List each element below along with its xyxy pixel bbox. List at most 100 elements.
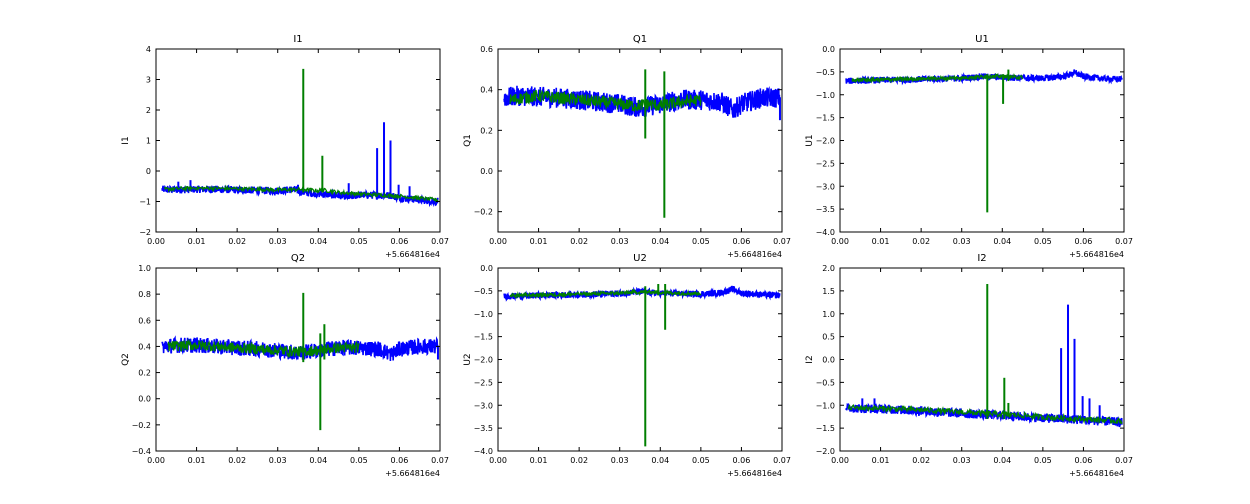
y-tick-label: 1	[146, 137, 151, 146]
plot-area	[503, 69, 781, 218]
y-tick-label: 2	[146, 106, 151, 115]
x-tick-label: 0.07	[773, 456, 791, 465]
y-tick-label: 0.0	[822, 356, 835, 365]
y-tick-label: 0.0	[480, 167, 493, 176]
x-tick-label: 0.01	[872, 456, 890, 465]
y-tick-label: 0.2	[480, 126, 493, 135]
y-tick-label: −1.5	[816, 114, 835, 123]
x-tick-label: 0.04	[993, 456, 1011, 465]
y-tick-label: 4	[146, 45, 151, 54]
y-tick-label: 0.6	[480, 45, 493, 54]
series-blue	[845, 304, 1123, 428]
series-line	[509, 89, 702, 113]
axes-frame	[155, 267, 441, 452]
y-tick-label: 2.0	[822, 264, 835, 273]
subplot-u1: 0.00 0.01 0.02 0.03 0.04 0.05 0.06 0.07 −4.0 −3.5…	[805, 34, 1133, 259]
x-tick-label: 0.04	[309, 237, 327, 246]
subplot-i1: 0.00 0.01 0.02 0.03 0.04 0.05 0.06 0.07 −2 −1 0 1 2 3…	[121, 34, 449, 259]
series-green	[167, 292, 360, 431]
x-tick-label: 0.01	[530, 456, 548, 465]
y-tick-label: 0.4	[480, 86, 493, 95]
y-tick-label: −0.2	[132, 421, 151, 430]
x-tick-label: 0.00	[489, 237, 507, 246]
series-line	[164, 184, 439, 204]
y-tick-label: −0.5	[816, 68, 835, 77]
x-tick-label: 0.01	[188, 456, 206, 465]
x-tick-label: 0.06	[391, 456, 409, 465]
series-green	[164, 68, 439, 204]
x-tick-label: 0.02	[570, 456, 588, 465]
plot-area	[161, 68, 439, 208]
y-tick-label: 0.8	[138, 290, 151, 299]
x-tick-label: 0.03	[953, 237, 971, 246]
x-tick-label: 0.02	[228, 237, 246, 246]
x-tick-label: 0.01	[530, 237, 548, 246]
subplot-title: I2	[977, 253, 986, 264]
x-offset-label: +5.664816e4	[1069, 469, 1124, 478]
y-tick-label: 0.5	[822, 333, 835, 342]
x-tick-label: 0.06	[1075, 456, 1093, 465]
x-tick-label: 0.00	[147, 456, 165, 465]
x-tick-label: 0.06	[391, 237, 409, 246]
y-tick-label: −3.0	[816, 182, 835, 191]
x-tick-label: 0.00	[831, 456, 849, 465]
x-tick-label: 0.04	[309, 456, 327, 465]
x-tick-label: 0.03	[611, 237, 629, 246]
x-tick-label: 0.07	[773, 237, 791, 246]
y-tick-label: −3.5	[816, 205, 835, 214]
y-tick-label: −1	[139, 198, 151, 207]
x-tick-label: 0.07	[431, 456, 449, 465]
y-tick-label: 0.0	[480, 264, 493, 273]
x-tick-label: 0.03	[953, 456, 971, 465]
y-tick-label: −4.0	[816, 228, 835, 237]
series-line	[167, 338, 360, 359]
x-tick-label: 0.01	[872, 237, 890, 246]
series-line	[161, 184, 439, 208]
x-tick-label: 0.07	[1115, 456, 1133, 465]
series-green	[509, 69, 702, 218]
x-tick-label: 0.06	[733, 456, 751, 465]
plot-area	[161, 292, 439, 431]
y-tick-label: −1.5	[816, 424, 835, 433]
x-tick-label: 0.04	[993, 237, 1011, 246]
x-offset-label: +5.664816e4	[385, 250, 440, 259]
y-axis-label: Q2	[121, 353, 131, 366]
x-offset-label: +5.664816e4	[1069, 250, 1124, 259]
subplot-title: U1	[975, 34, 989, 45]
plot-area	[503, 284, 781, 447]
x-tick-label: 0.03	[269, 237, 287, 246]
x-tick-label: 0.05	[1034, 456, 1052, 465]
y-tick-label: −0.5	[474, 287, 493, 296]
series-line	[847, 403, 1123, 425]
subplot-title: U2	[633, 253, 647, 264]
x-tick-label: 0.04	[651, 237, 669, 246]
axes-frame	[497, 48, 783, 233]
y-axis-label: U1	[805, 134, 815, 146]
y-tick-label: −2.5	[474, 378, 493, 387]
x-tick-label: 0.06	[733, 237, 751, 246]
y-tick-label: 1.0	[138, 264, 151, 273]
series-blue	[161, 122, 439, 208]
y-axis-label: I1	[121, 136, 131, 144]
y-tick-label: −1.0	[816, 91, 835, 100]
y-tick-label: 0.2	[138, 369, 151, 378]
x-tick-label: 0.02	[912, 456, 930, 465]
x-tick-label: 0.04	[651, 456, 669, 465]
y-tick-label: −0.4	[132, 447, 151, 456]
x-tick-label: 0.03	[269, 456, 287, 465]
y-tick-label: 1.5	[822, 287, 835, 296]
x-tick-label: 0.02	[570, 237, 588, 246]
y-tick-label: −2.0	[816, 447, 835, 456]
x-tick-label: 0.02	[228, 456, 246, 465]
x-tick-label: 0.05	[692, 456, 710, 465]
y-tick-label: −1.0	[474, 310, 493, 319]
y-tick-label: −2	[139, 228, 151, 237]
y-tick-label: −1.0	[816, 401, 835, 410]
y-tick-label: 0.6	[138, 316, 151, 325]
x-tick-label: 0.05	[692, 237, 710, 246]
subplot-u2: 0.00 0.01 0.02 0.03 0.04 0.05 0.06 0.07 −4.0 −3.5…	[463, 253, 791, 478]
y-tick-label: 0.4	[138, 342, 151, 351]
y-tick-label: −2.0	[474, 356, 493, 365]
